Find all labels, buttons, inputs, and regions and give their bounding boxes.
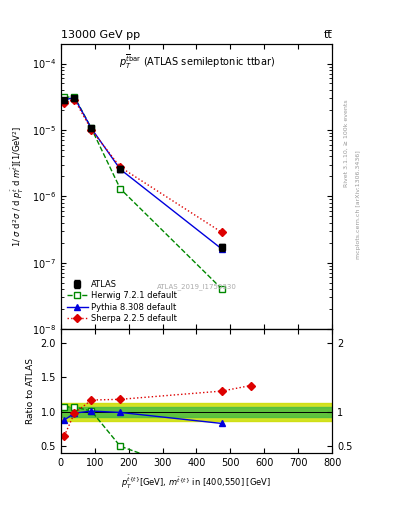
Text: tt̅: tt̅ [323,30,332,40]
Sherpa 2.2.5 default [62,100,67,106]
Line: Pythia 8.308 default: Pythia 8.308 default [62,95,225,252]
Sherpa 2.2.5 default [89,127,94,133]
Line: Herwig 7.2.1 default: Herwig 7.2.1 default [62,94,225,292]
Pythia 8.308 default [118,166,123,173]
Sherpa 2.2.5 default [72,97,77,103]
Legend: ATLAS, Herwig 7.2.1 default, Pythia 8.308 default, Sherpa 2.2.5 default: ATLAS, Herwig 7.2.1 default, Pythia 8.30… [63,276,180,327]
Herwig 7.2.1 default [62,94,67,100]
Y-axis label: Ratio to ATLAS: Ratio to ATLAS [26,358,35,424]
Herwig 7.2.1 default [89,125,94,132]
Herwig 7.2.1 default [72,94,77,100]
X-axis label: $p_T^{\bar{t}\{t\}}$[GeV], $m^{\bar{t}\{t\}}$ in [400,550] [GeV]: $p_T^{\bar{t}\{t\}}$[GeV], $m^{\bar{t}\{… [121,474,272,491]
Y-axis label: 1/ $\sigma$ d$^2\sigma$ / d $p_T^{\bar{t}}$ d $m^{\bar{t}}$][1/GeV$^2$]: 1/ $\sigma$ d$^2\sigma$ / d $p_T^{\bar{t… [10,125,26,247]
Text: $p_T^{\overline{t}\rm{bar}}$ (ATLAS semileptonic ttbar): $p_T^{\overline{t}\rm{bar}}$ (ATLAS semi… [119,52,274,71]
Pythia 8.308 default [72,95,77,101]
Text: ATLAS_2019_I1750330: ATLAS_2019_I1750330 [156,283,237,290]
Herwig 7.2.1 default [220,286,224,292]
Herwig 7.2.1 default [118,186,123,192]
Text: mcplots.cern.ch [arXiv:1306.3436]: mcplots.cern.ch [arXiv:1306.3436] [356,151,361,259]
Text: Rivet 3.1.10, ≥ 100k events: Rivet 3.1.10, ≥ 100k events [344,99,349,187]
Line: Sherpa 2.2.5 default: Sherpa 2.2.5 default [62,97,225,235]
Pythia 8.308 default [89,125,94,132]
Pythia 8.308 default [220,246,224,252]
Text: 13000 GeV pp: 13000 GeV pp [61,30,140,40]
Pythia 8.308 default [62,97,67,103]
Sherpa 2.2.5 default [118,164,123,170]
Sherpa 2.2.5 default [220,229,224,236]
